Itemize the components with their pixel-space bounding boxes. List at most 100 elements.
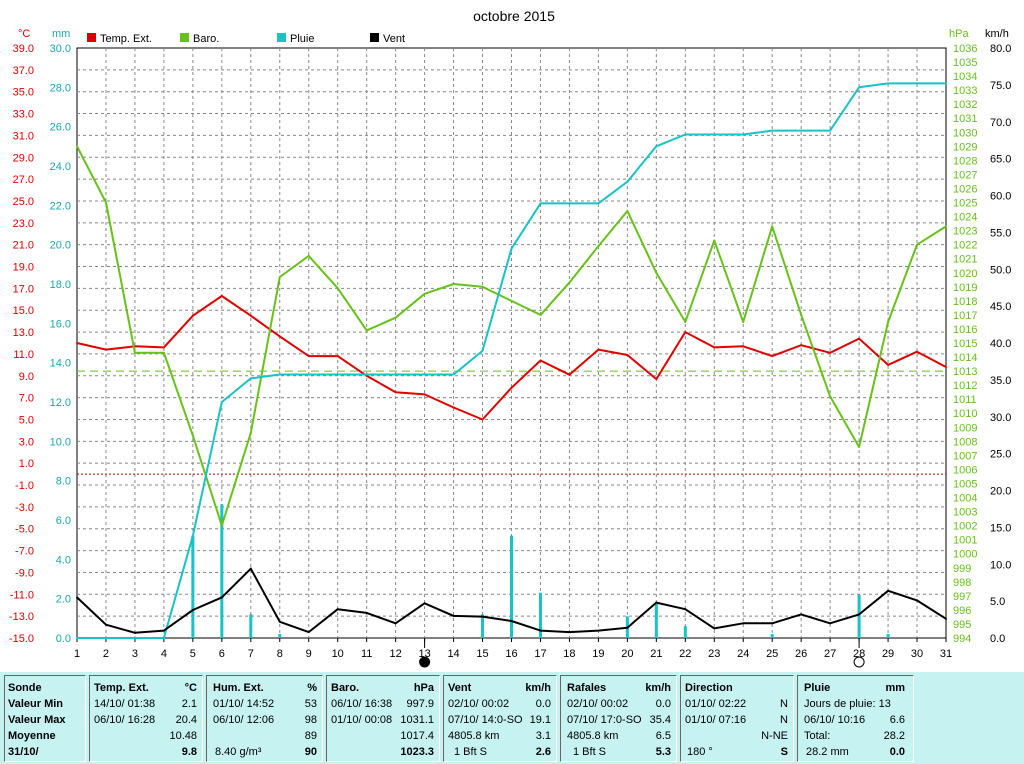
x-tick-label: 22 (679, 648, 691, 660)
baro-tick-label: 1031 (953, 113, 977, 125)
point-pluie (829, 129, 832, 132)
x-tick-label: 23 (708, 648, 720, 660)
point-baro (336, 287, 339, 290)
point-pluie (539, 202, 542, 205)
baro-unit: hPa (413, 682, 434, 694)
point-vent (336, 608, 339, 611)
point-pluie (423, 373, 426, 376)
x-tick-label: 20 (621, 648, 633, 660)
legend-label: Vent (383, 33, 405, 45)
rain-tick-label: 30.0 (50, 43, 71, 55)
x-tick-label: 24 (737, 648, 749, 660)
temp-tick-label: 19.0 (13, 262, 34, 274)
point-baro (655, 271, 658, 274)
rafales-unit: km/h (645, 682, 671, 694)
baro-tick-label: 1035 (953, 57, 977, 69)
point-pluie (626, 180, 629, 183)
row-label-moy: Moyenne (8, 730, 56, 742)
point-vent (858, 613, 861, 616)
temp-tick-label: 13.0 (13, 327, 34, 339)
legend-swatch (370, 33, 379, 42)
hum-max-value: 98 (304, 714, 317, 726)
legend-swatch (87, 33, 96, 42)
wind-tick-label: 55.0 (990, 227, 1011, 239)
point-vent (771, 622, 774, 625)
point-pluie (568, 202, 571, 205)
point-vent (742, 622, 745, 625)
temp-tick-label: 7.0 (19, 393, 34, 405)
hum-current: 90 (304, 746, 317, 758)
point-baro (568, 281, 571, 284)
x-tick-label: 14 (447, 648, 459, 660)
hum-abs-humidity: 8.40 g/m³ (215, 746, 262, 758)
legend-label: Baro. (193, 33, 219, 45)
rain-tick-label: 4.0 (56, 554, 71, 566)
rain-tick-label: 26.0 (50, 122, 71, 134)
point-vent (307, 631, 310, 634)
point-vent (423, 602, 426, 605)
point-baro (365, 329, 368, 332)
point-temp-ext (742, 345, 745, 348)
point-pluie (162, 637, 165, 639)
legend-swatch (277, 33, 286, 42)
point-vent (510, 620, 513, 623)
vent-mean: 3.1 (535, 730, 551, 742)
point-baro (191, 434, 194, 437)
wind-tick-label: 75.0 (990, 80, 1011, 92)
rain-bar (220, 504, 224, 638)
baro-tick-label: 1030 (953, 127, 977, 139)
wind-tick-label: 60.0 (990, 191, 1011, 203)
wind-tick-label: 10.0 (990, 559, 1011, 571)
baro-tick-label: 999 (953, 563, 971, 575)
temp-tick-label: -15.0 (9, 633, 34, 645)
point-baro (771, 225, 774, 228)
baro-tick-label: 1022 (953, 240, 977, 252)
series-lines (76, 82, 947, 639)
point-pluie (278, 373, 281, 376)
temp-tick-label: 17.0 (13, 283, 34, 295)
temp-tick-label: 25.0 (13, 196, 34, 208)
point-baro (423, 292, 426, 295)
point-temp-ext (568, 373, 571, 376)
wind-tick-label: 50.0 (990, 264, 1011, 276)
point-vent (597, 629, 600, 632)
temp-header: Temp. Ext. (94, 682, 149, 694)
direction-header: Direction (685, 682, 733, 694)
baro-tick-label: 1009 (953, 422, 977, 434)
rain-bar (510, 535, 513, 638)
pluie-max-value: 6.6 (889, 714, 905, 726)
wind-tick-label: 70.0 (990, 117, 1011, 129)
rain-tick-label: 2.0 (56, 594, 71, 606)
point-pluie (191, 534, 194, 537)
baro-min-time: 06/10/ 16:38 (331, 698, 393, 710)
point-vent (684, 608, 687, 611)
point-vent (539, 629, 542, 632)
temp-tick-label: -13.0 (9, 611, 34, 623)
rafales-header: Rafales (567, 682, 607, 694)
hum-min-value: 53 (304, 698, 317, 710)
x-tick-label: 4 (161, 648, 167, 660)
point-pluie (771, 129, 774, 132)
baro-tick-label: 997 (953, 591, 971, 603)
baro-tick-label: 1026 (953, 183, 977, 195)
rafales-max-time: 07/10/ 17:0-SO (567, 714, 642, 726)
point-baro (394, 316, 397, 319)
point-temp-ext (162, 346, 165, 349)
point-temp-ext (829, 351, 832, 354)
point-baro (76, 145, 78, 148)
chart-title: octobre 2015 (473, 8, 555, 24)
direction-mean: N-NE (761, 730, 788, 742)
panel-pluie: Pluie mm Jours de pluie: 13 06/10/ 10:16 6… (797, 675, 914, 762)
point-temp-ext (800, 344, 803, 347)
point-pluie (394, 373, 397, 376)
point-baro (539, 313, 542, 316)
hum-mean: 89 (304, 730, 317, 742)
point-pluie (133, 637, 136, 639)
rain-tick-label: 12.0 (50, 397, 71, 409)
row-label-min: Valeur Min (8, 698, 64, 710)
x-tick-label: 5 (190, 648, 196, 660)
x-tick-label: 25 (766, 648, 778, 660)
point-vent (800, 613, 803, 616)
rain-bar (481, 614, 485, 638)
point-vent (249, 567, 252, 570)
